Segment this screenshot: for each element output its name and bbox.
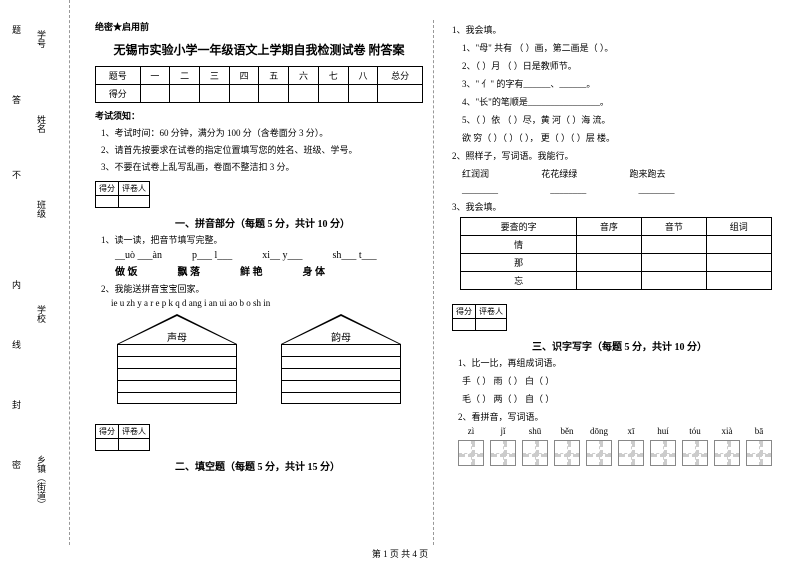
grade-box: 得分评卷人 [95, 181, 150, 208]
fill-item: 欲 穷（ ）（ ）（ ）， 更（ ）（ ）层 楼。 [462, 131, 780, 144]
fill-item: 4、"长"的笔顺是________________。 [462, 95, 780, 108]
margin-marker: 题 [10, 25, 23, 34]
section2-title: 二、填空题（每题 5 分，共计 15 分） [175, 458, 423, 473]
examples: 红润润 花花绿绿 跑来跑去 [462, 167, 780, 180]
pair-row: 手（ ） 雨（ ） 白（ ） [462, 374, 780, 387]
fill-item: 3、" 亻" 的字有______、______。 [462, 77, 780, 90]
fill-item: 1、"母" 共有 （ ）画，第二画是（ ）。 [462, 41, 780, 54]
notice-item: 3、不要在试卷上乱写乱画，卷面不整洁扣 3 分。 [101, 160, 423, 173]
lookup-table: 要查的字 音序 音节 组词 情 那 忘 [460, 217, 772, 290]
margin-marker: 答 [10, 95, 23, 104]
page-footer: 第 1 页 共 4 页 [0, 547, 800, 560]
char-boxes [458, 440, 780, 466]
pair-row: 毛（ ） 两（ ） 自（ ） [462, 392, 780, 405]
q2-2: 2、照样子，写词语。我能行。 [452, 149, 780, 162]
margin-label: 学号 [35, 30, 48, 48]
word-row: 做 饭 飘 落 鲜 艳 身 体 [115, 263, 423, 278]
notice-item: 2、请首先按要求在试卷的指定位置填写您的姓名、班级、学号。 [101, 143, 423, 156]
houses: 声母 韵母 [95, 314, 423, 404]
grade-box: 得分评卷人 [95, 424, 150, 451]
q3-2: 2、看拼音，写词语。 [458, 410, 780, 423]
fill-item: 2、（ ）月 （ ）日是教师节。 [462, 59, 780, 72]
q2-1: 1、我会填。 [452, 23, 780, 36]
score-table: 题号 一 二 三 四 五 六 七 八 总分 得分 [95, 66, 423, 103]
margin-label: 学校 [35, 305, 48, 323]
pinyin-row: __uò ___àn p___ l___ xi__ y___ sh___ t__… [115, 250, 423, 261]
blanks: ________ ________ ________ [462, 185, 780, 195]
confidential-label: 绝密★启用前 [95, 20, 423, 33]
margin-marker: 封 [10, 400, 23, 409]
pinyin-labels: zì jǐ shū běn dōng xī huí tóu xià bā [458, 426, 780, 436]
q1-2: 2、我能送拼音宝宝回家。 [101, 282, 423, 295]
margin-label: 乡镇（街道） [35, 455, 48, 509]
section3-title: 三、识字写字（每题 5 分，共计 10 分） [532, 338, 780, 353]
q2-3: 3、我会填。 [452, 200, 780, 213]
q1-1: 1、读一读，把音节填写完整。 [101, 233, 423, 246]
q3-1: 1、比一比，再组成词语。 [458, 356, 780, 369]
margin-marker: 不 [10, 170, 23, 179]
left-column: 绝密★启用前 无锡市实验小学一年级语文上学期自我检测试卷 附答案 题号 一 二 … [85, 20, 433, 545]
grade-box: 得分评卷人 [452, 304, 507, 331]
margin-marker: 密 [10, 460, 23, 469]
letters: ie u zh y a r e p k q d ang i an ui ao b… [111, 298, 423, 308]
section1-title: 一、拼音部分（每题 5 分，共计 10 分） [175, 215, 423, 230]
notice-item: 1、考试时间：60 分钟，满分为 100 分（含卷面分 3 分）。 [101, 126, 423, 139]
exam-title: 无锡市实验小学一年级语文上学期自我检测试卷 附答案 [95, 41, 423, 58]
notice-head: 考试须知： [95, 109, 423, 122]
margin-label: 姓名 [35, 115, 48, 133]
fill-item: 5、（ ）依 （ ）尽，黄 河（ ）海 流。 [462, 113, 780, 126]
margin-label: 班级 [35, 200, 48, 218]
right-column: 1、我会填。 1、"母" 共有 （ ）画，第二画是（ ）。 2、（ ）月 （ ）… [433, 20, 790, 545]
margin-marker: 线 [10, 340, 23, 349]
margin-marker: 内 [10, 280, 23, 289]
